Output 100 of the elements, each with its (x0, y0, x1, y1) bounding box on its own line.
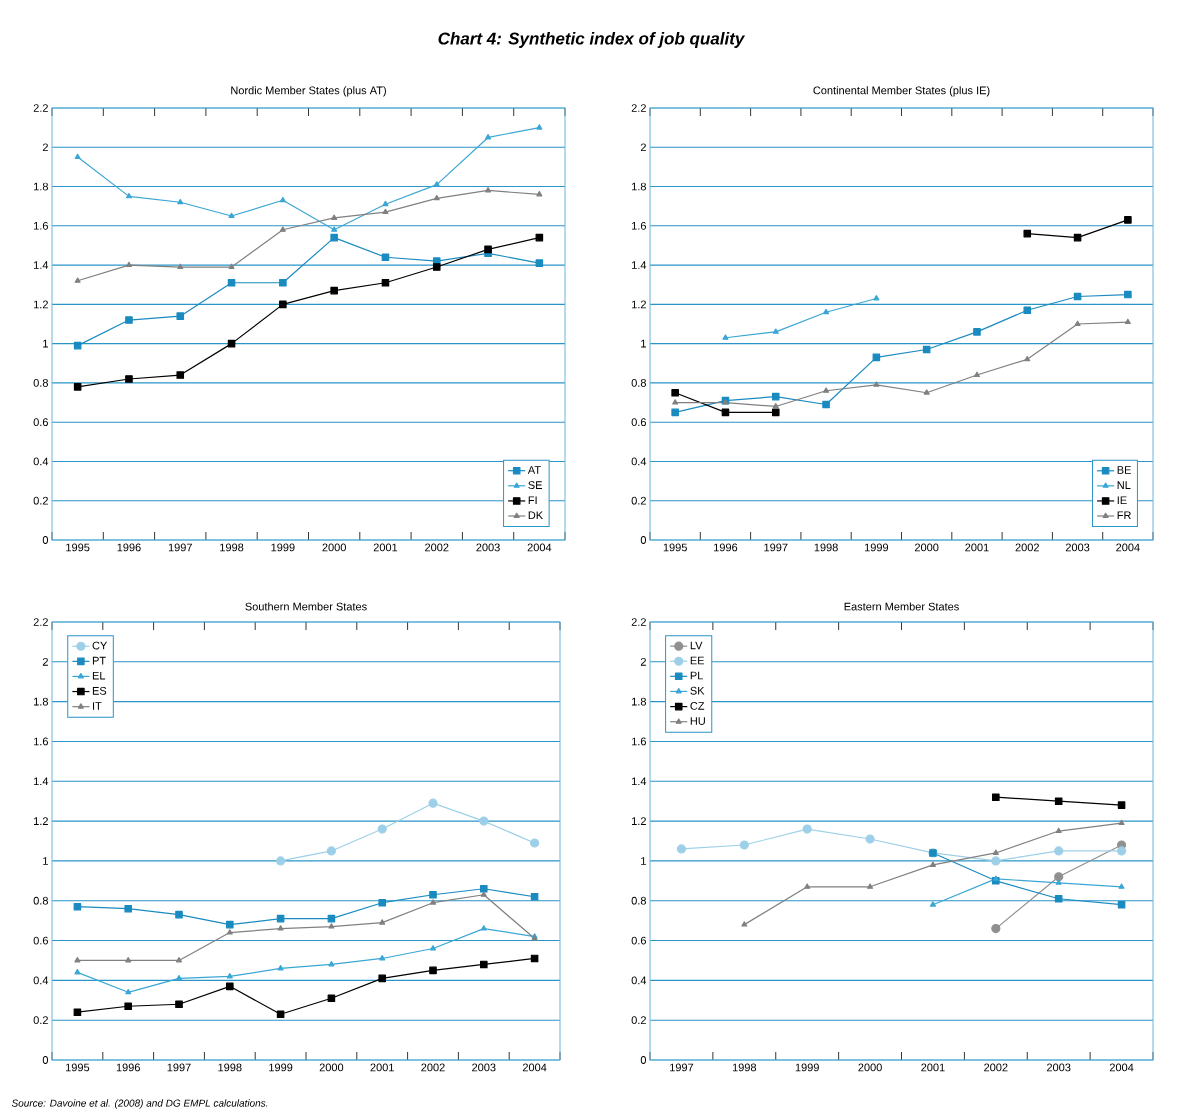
x-tick-label: 2003 (472, 1063, 496, 1072)
x-tick-label: 1995 (66, 543, 90, 552)
y-tick-label: 1.4 (632, 777, 647, 786)
x-tick-label: 2004 (522, 1063, 547, 1072)
y-tick-label: 1.6 (632, 221, 646, 230)
chart-title: Nordic Member States (plus AT) (231, 86, 386, 97)
x-tick-label: 1997 (167, 1063, 191, 1072)
legend-label: HU (690, 717, 705, 725)
x-tick-label: 1997 (764, 543, 788, 552)
y-tick-label: 2 (640, 657, 646, 666)
legend-label: FR (1117, 511, 1131, 520)
x-tick-label: 1996 (117, 543, 141, 552)
legend-label: SK (690, 686, 705, 695)
y-tick-label: 0.2 (33, 496, 48, 505)
y-tick-label: 0.8 (631, 379, 646, 387)
legend-label: CZ (690, 702, 705, 710)
x-tick-label: 1998 (732, 1063, 757, 1072)
y-tick-label: 0.2 (631, 496, 646, 505)
y-tick-label: 0 (640, 536, 647, 544)
x-tick-label: 2001 (965, 543, 989, 552)
legend-label: NL (1117, 481, 1131, 489)
x-tick-label: 2001 (373, 543, 398, 552)
x-tick-label: 2003 (1065, 543, 1090, 552)
legend-label: DK (528, 511, 543, 520)
x-tick-label: 2000 (322, 543, 346, 552)
x-tick-label: 2000 (319, 1063, 344, 1072)
x-tick-label: 2004 (527, 543, 552, 552)
x-tick-label: 1997 (670, 1063, 694, 1072)
x-tick-label: 2001 (921, 1063, 945, 1072)
y-tick-label: 0 (640, 1056, 647, 1064)
legend-label: PT (92, 656, 106, 665)
legend-label: AT (527, 466, 541, 474)
y-tick-label: 0.2 (33, 1016, 48, 1025)
x-tick-label: 2003 (476, 543, 500, 552)
y-tick-label: 1.4 (34, 777, 49, 786)
y-tick-label: 1.2 (34, 817, 48, 825)
legend-label: IT (93, 702, 102, 710)
y-tick-label: 1 (43, 857, 48, 865)
y-tick-label: 1.2 (632, 817, 646, 825)
chart-title: Eastern Member States (844, 602, 959, 611)
y-tick-label: 0.8 (33, 896, 48, 905)
y-tick-label: 0.6 (631, 418, 646, 427)
y-tick-label: 0.6 (33, 418, 48, 427)
y-tick-label: 0.4 (631, 457, 647, 466)
x-tick-label: 2004 (1109, 1063, 1134, 1072)
y-tick-label: 0.2 (631, 1016, 646, 1025)
x-tick-label: 1999 (269, 1063, 293, 1072)
legend-label: EL (92, 671, 106, 680)
y-tick-label: 1.8 (34, 697, 48, 706)
x-tick-label: 2002 (425, 543, 449, 552)
x-tick-label: 2003 (1047, 1063, 1071, 1072)
y-tick-label: 1 (43, 339, 48, 348)
y-tick-label: 1.2 (632, 300, 646, 309)
x-tick-label: 1995 (66, 1063, 90, 1072)
y-tick-label: 1.4 (34, 261, 49, 269)
y-tick-label: 2 (640, 143, 646, 152)
chart-title: Southern Member States (245, 602, 367, 611)
x-tick-label: 2002 (984, 1063, 1008, 1072)
y-tick-label: 0.8 (631, 896, 646, 905)
x-tick-label: 2004 (1116, 543, 1140, 552)
y-tick-label: 0.6 (631, 936, 646, 945)
y-tick-label: 0.8 (33, 379, 48, 387)
x-tick-label: 2000 (858, 1063, 882, 1072)
y-tick-label: 1 (641, 857, 646, 865)
y-tick-label: 1.8 (34, 182, 48, 191)
x-tick-label: 1999 (864, 543, 889, 552)
source-note: Source: Davoine et al. (2008) and DG EMPL calculations. (11, 1099, 268, 1109)
y-tick-label: 1.6 (34, 737, 48, 746)
x-tick-label: 1998 (220, 543, 244, 552)
y-tick-label: 0 (42, 1056, 49, 1064)
y-tick-label: 1.8 (632, 182, 646, 191)
x-tick-label: 1999 (795, 1063, 819, 1072)
legend-label: PL (690, 671, 703, 680)
y-tick-label: 0.4 (33, 976, 49, 985)
x-tick-label: 1998 (218, 1063, 242, 1072)
y-tick-label: 1.6 (632, 737, 646, 746)
y-tick-label: 2.2 (33, 618, 48, 626)
x-tick-label: 2001 (370, 1063, 394, 1072)
x-tick-label: 2002 (1015, 543, 1039, 552)
y-tick-label: 0.4 (33, 457, 49, 466)
y-tick-label: 2.2 (631, 618, 646, 626)
x-tick-label: 1996 (714, 543, 738, 552)
x-tick-label: 1996 (116, 1063, 140, 1072)
y-tick-label: 2 (42, 657, 48, 666)
y-tick-label: 0.6 (33, 936, 48, 945)
y-tick-label: 1.4 (632, 261, 647, 269)
legend-label: SE (528, 481, 543, 490)
legend-label: BE (1117, 466, 1131, 474)
legend-label: EE (690, 656, 705, 665)
y-tick-label: 2 (42, 143, 48, 152)
y-tick-label: 0.4 (631, 976, 647, 985)
y-tick-label: 2.2 (631, 104, 646, 112)
y-tick-label: 0 (42, 536, 49, 544)
x-tick-label: 2002 (421, 1063, 445, 1072)
y-tick-label: 1.6 (34, 221, 48, 230)
x-tick-label: 1998 (814, 543, 838, 552)
x-tick-label: 2000 (914, 543, 939, 552)
y-tick-label: 1.8 (632, 697, 646, 706)
legend-label: FI (528, 496, 537, 504)
x-tick-label: 1995 (663, 543, 687, 552)
